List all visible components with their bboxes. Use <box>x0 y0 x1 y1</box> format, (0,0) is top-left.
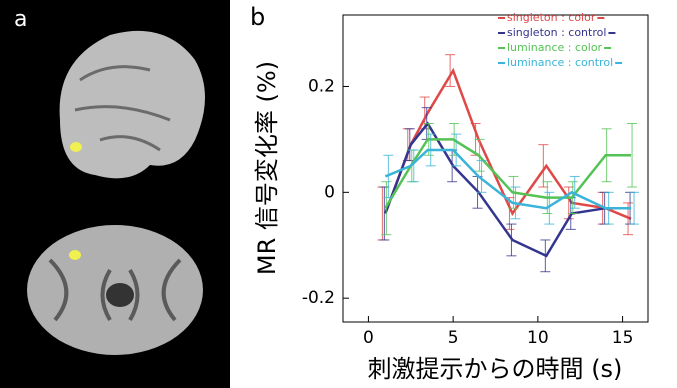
x-tick-label: 15 <box>612 328 634 348</box>
panel-label: b <box>250 3 265 31</box>
series-line <box>385 124 631 256</box>
figure: a b 刺激提示からの時間 (s) MR 信号変化率 (%) -0.2 0 0.2 0… <box>0 0 677 388</box>
panel-label: a <box>14 7 27 32</box>
x-tick-label: 0 <box>363 328 374 348</box>
legend-label: singleton : control <box>507 26 606 39</box>
y-axis-label: MR 信号変化率 (%) <box>253 61 281 275</box>
brain-axial <box>27 225 203 355</box>
series-line <box>385 150 631 208</box>
x-tick-label: 5 <box>448 328 459 348</box>
legend-label: luminance : color <box>507 41 603 54</box>
chart: a b 刺激提示からの時間 (s) MR 信号変化率 (%) -0.2 0 0.2 0… <box>0 0 677 388</box>
legend-label: singleton : color <box>507 11 596 24</box>
x-tick-label: 10 <box>527 328 549 348</box>
y-tick-label: 0.2 <box>308 76 335 96</box>
y-tick-label: 0 <box>324 182 335 202</box>
x-axis-label: 刺激提示からの時間 (s) <box>368 355 623 383</box>
legend-label: luminance : control <box>507 56 613 69</box>
y-tick-label: -0.2 <box>302 288 335 308</box>
series-line <box>385 71 631 219</box>
